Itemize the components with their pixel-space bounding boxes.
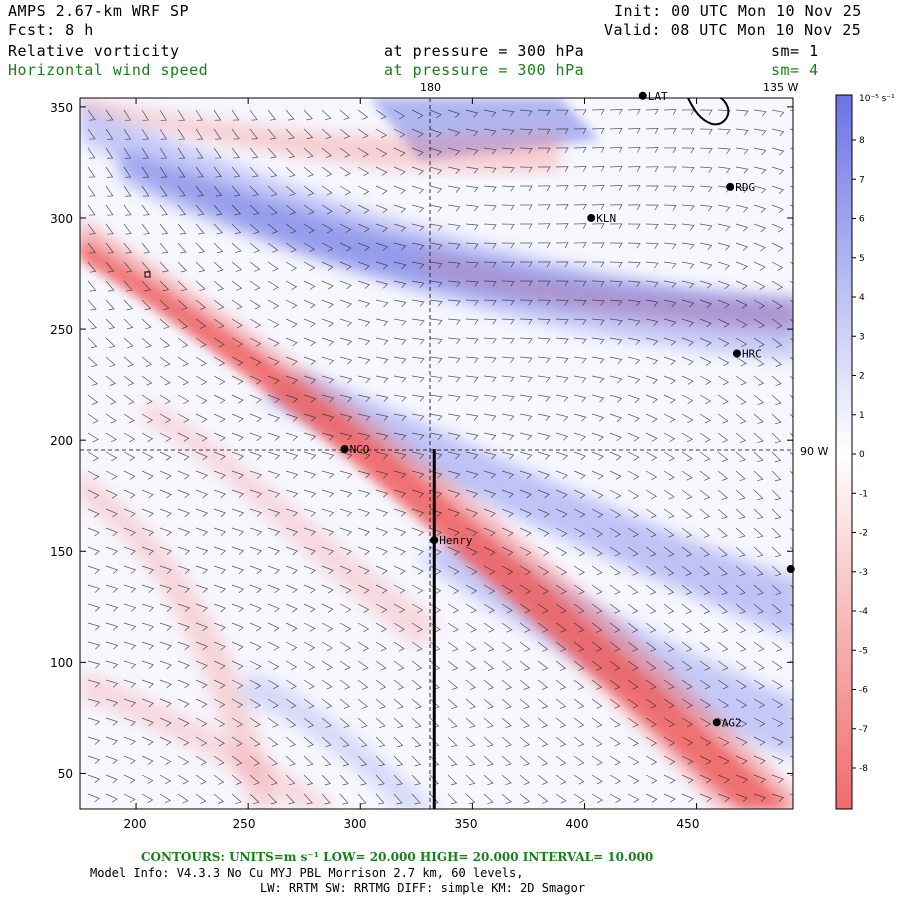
station-label: RDG	[735, 181, 755, 194]
colorbar-label: 6	[859, 215, 865, 225]
colorbar-label: 3	[859, 332, 865, 342]
x-tick-label: 450	[677, 817, 700, 831]
colorbar-label: -8	[859, 764, 868, 774]
station-dot	[732, 349, 741, 358]
wind-barb-glyphs	[87, 108, 793, 805]
field2-smoothing: sm= 4	[771, 61, 819, 79]
station-dot	[638, 91, 647, 100]
station-dot	[712, 718, 721, 727]
station-dot	[587, 213, 596, 222]
station-dot	[430, 536, 439, 545]
colorbar-label: 2	[859, 372, 865, 382]
colorbar-unit: 10⁻⁵ s⁻¹	[859, 94, 895, 104]
physics-info: LW: RRTM SW: RRTMG DIFF: simple KM: 2D S…	[260, 881, 586, 895]
lat-90w-label: 90 W	[800, 445, 828, 458]
colorbar-label: 7	[859, 175, 865, 185]
station-dot	[786, 565, 795, 574]
plot-frame	[79, 97, 794, 810]
colorbar-label: -1	[859, 489, 868, 499]
forecast-hour: Fcst: 8 h	[8, 21, 94, 39]
y-tick-label: 100	[50, 656, 73, 670]
vorticity-shading	[80, 98, 793, 809]
station-label: NCO	[350, 443, 370, 456]
colorbar-labels: 8 7 6 5 4 3 2 1 0 -1 -2 -3 -4 -5 -6 -7 -8	[852, 136, 868, 774]
colorbar-label: 5	[859, 254, 865, 264]
station-label: HRC	[742, 348, 762, 361]
y-tick-label: 200	[50, 434, 73, 448]
colorbar: 10⁻⁵ s⁻¹ 8 7 6 5 4 3 2 1 0 -1 -2 -3 -4 -5 -6 -7 -8	[835, 94, 895, 810]
station-label: Henry	[439, 534, 472, 547]
lon-135w-label: 135 W	[763, 81, 798, 94]
colorbar-label: -4	[859, 607, 868, 617]
y-axis-ticks: 50 100 150 200 250 300 350	[50, 101, 73, 781]
field1-smoothing: sm= 1	[771, 42, 819, 60]
field2-level: at pressure = 300 hPa	[384, 61, 585, 79]
y-tick-label: 300	[50, 212, 73, 226]
field1-level: at pressure = 300 hPa	[384, 42, 585, 60]
colorbar-label: -3	[859, 568, 868, 578]
y-tick-label: 250	[50, 323, 73, 337]
field2-name: Horizontal wind speed	[8, 61, 209, 79]
wind-barbs	[87, 108, 793, 805]
x-tick-label: 300	[344, 817, 367, 831]
lon-180-label: 180	[420, 81, 441, 94]
station-label: KLN	[596, 212, 616, 225]
colorbar-label: 1	[859, 411, 865, 421]
init-time: Init: 00 UTC Mon 10 Nov 25	[614, 2, 862, 20]
y-tick-label: 50	[58, 767, 73, 781]
station-dot	[340, 445, 349, 454]
x-tick-label: 250	[233, 817, 256, 831]
location-marker-square	[144, 271, 151, 278]
y-tick-label: 150	[50, 545, 73, 559]
colorbar-label: 0	[859, 450, 865, 460]
x-tick-label: 400	[566, 817, 589, 831]
model-title: AMPS 2.67-km WRF SP	[8, 2, 190, 20]
station-label: LAT	[648, 90, 668, 103]
valid-time: Valid: 08 UTC Mon 10 Nov 25	[604, 21, 862, 39]
tick-marks	[80, 98, 793, 809]
station-markers: LAT RDG KLN HRC NCO Henry AG2	[340, 90, 795, 729]
colorbar-label: 8	[859, 136, 865, 146]
model-info: Model Info: V4.3.3 No Cu MYJ PBL Morriso…	[90, 866, 524, 880]
colorbar-label: 4	[859, 293, 865, 303]
colorbar-label: -2	[859, 529, 868, 539]
station-label: AG2	[722, 716, 742, 729]
colorbar-strip	[835, 94, 853, 810]
y-tick-label: 350	[50, 101, 73, 115]
x-axis-ticks: 200 250 300 350 400 450	[124, 817, 700, 831]
axes: 200 250 300 350 400 450 50 100 150 200 2…	[50, 98, 793, 831]
x-tick-label: 200	[124, 817, 147, 831]
station-dot	[726, 182, 735, 191]
x-tick-label: 350	[455, 817, 478, 831]
colorbar-label: -6	[859, 686, 868, 696]
colorbar-label: -5	[859, 646, 868, 656]
contours-info: CONTOURS: UNITS=m s⁻¹ LOW= 20.000 HIGH= …	[141, 850, 654, 864]
colorbar-label: -7	[859, 725, 868, 735]
field1-name: Relative vorticity	[8, 42, 180, 60]
